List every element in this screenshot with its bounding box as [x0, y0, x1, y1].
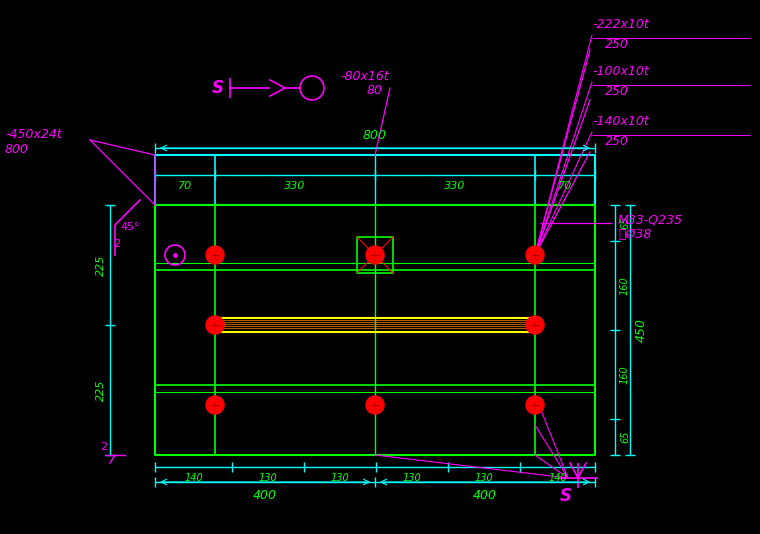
- Text: 225: 225: [96, 254, 106, 276]
- Text: 140: 140: [548, 473, 567, 483]
- Text: 130: 130: [475, 473, 493, 483]
- Circle shape: [366, 396, 384, 414]
- Text: 400: 400: [473, 489, 497, 502]
- Circle shape: [206, 316, 224, 334]
- Text: 130: 130: [258, 473, 277, 483]
- Text: 250: 250: [605, 38, 629, 51]
- Text: 450: 450: [635, 318, 648, 342]
- Bar: [357, 237, 393, 273]
- Text: 70: 70: [178, 181, 192, 191]
- Text: 130: 130: [331, 473, 350, 483]
- Text: -140x10t: -140x10t: [592, 115, 649, 128]
- Text: S: S: [212, 79, 224, 97]
- Text: 400: 400: [253, 489, 277, 502]
- Circle shape: [526, 246, 544, 264]
- Text: 70: 70: [558, 181, 572, 191]
- Text: 160: 160: [620, 276, 630, 295]
- Text: 45°: 45°: [120, 222, 140, 232]
- Circle shape: [206, 396, 224, 414]
- Text: -450x24t: -450x24t: [5, 128, 62, 141]
- Text: 250: 250: [605, 85, 629, 98]
- Text: 225: 225: [96, 379, 106, 400]
- Text: 65: 65: [620, 431, 630, 443]
- Text: S: S: [560, 487, 572, 505]
- Text: M33-Q235: M33-Q235: [618, 214, 683, 226]
- Text: 250: 250: [605, 135, 629, 148]
- Text: 160: 160: [620, 365, 630, 384]
- Circle shape: [526, 316, 544, 334]
- Text: 330: 330: [445, 181, 466, 191]
- Circle shape: [526, 396, 544, 414]
- Circle shape: [206, 246, 224, 264]
- Text: 80: 80: [367, 84, 383, 97]
- Text: 琐Ø38: 琐Ø38: [618, 229, 651, 241]
- Text: -222x10t: -222x10t: [592, 18, 649, 31]
- Text: 800: 800: [5, 143, 29, 156]
- Circle shape: [366, 246, 384, 264]
- Text: 130: 130: [403, 473, 421, 483]
- Text: 800: 800: [363, 129, 387, 142]
- Text: 65: 65: [620, 217, 630, 229]
- Text: 330: 330: [284, 181, 306, 191]
- Text: -80x16t: -80x16t: [340, 70, 389, 83]
- Text: -100x10t: -100x10t: [592, 65, 649, 78]
- Text: 140: 140: [184, 473, 203, 483]
- Text: 2: 2: [113, 239, 120, 249]
- Text: 2: 2: [100, 442, 107, 452]
